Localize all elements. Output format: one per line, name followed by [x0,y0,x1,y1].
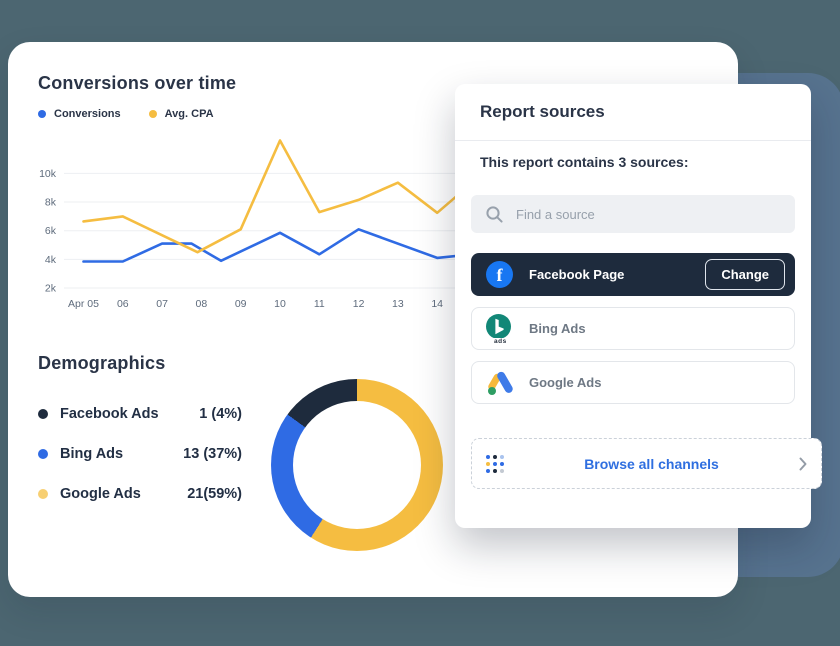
conversions-legend-dot [38,110,46,118]
google-ads-icon [486,370,514,395]
source-row-google-ads[interactable]: Google Ads [471,361,795,404]
conversions-legend: Conversions Avg. CPA [38,108,214,120]
conversions-legend-label: Conversions [54,108,121,120]
bing-ads-row-label: Bing Ads [529,321,586,336]
report-sources-subtitle: This report contains 3 sources: [480,154,689,170]
facebook-ads-value: 1 (4%) [199,406,242,422]
facebook-page-label: Facebook Page [529,267,625,282]
avg-cpa-legend-dot [148,110,157,118]
source-row-bing-ads[interactable]: ads Bing Ads [471,307,795,350]
demographics-row-facebook: Facebook Ads 1 (4%) [38,404,242,424]
report-sources-header: Report sources [455,84,811,141]
bing-ads-value: 13 (37%) [183,446,242,462]
source-row-facebook-page[interactable]: f Facebook Page Change [471,253,795,296]
search-icon [486,205,503,223]
bing-ads-icon: ads [486,313,513,345]
demographics-row-bing: Bing Ads 13 (37%) [38,444,242,464]
bing-ads-label: Bing Ads [60,446,124,462]
facebook-ads-dot [38,409,48,419]
chevron-right-icon[interactable] [799,457,807,471]
demographics-title: Demographics [38,353,166,373]
demographics-row-google: Google Ads 21(59%) [38,484,242,504]
channels-grid-icon [486,454,504,473]
bing-ads-dot [38,449,48,459]
facebook-icon: f [486,261,513,288]
change-source-button[interactable]: Change [705,259,785,290]
donut-hole [293,401,421,529]
avg-cpa-legend-label: Avg. CPA [164,108,214,120]
conversions-chart-title: Conversions over time [38,73,237,93]
legend-item-conversions: Conversions [38,108,121,120]
legend-item-avg-cpa: Avg. CPA [148,108,214,120]
demographics-donut-chart [271,379,443,551]
google-ads-label: Google Ads [60,486,141,502]
demographics-legend: Facebook Ads 1 (4%) Bing Ads 13 (37%) Go… [38,404,242,524]
report-sources-card: Report sources This report contains 3 so… [455,84,822,528]
source-search-box[interactable] [471,195,795,233]
browse-all-channels-label: Browse all channels [584,455,719,472]
search-input[interactable] [514,205,758,223]
google-ads-value: 21(59%) [187,486,242,502]
facebook-ads-label: Facebook Ads [60,406,159,422]
google-ads-dot [38,489,48,499]
browse-all-channels-button[interactable]: Browse all channels [471,438,822,489]
google-ads-row-label: Google Ads [529,375,602,390]
report-sources-title: Report sources [480,102,605,121]
